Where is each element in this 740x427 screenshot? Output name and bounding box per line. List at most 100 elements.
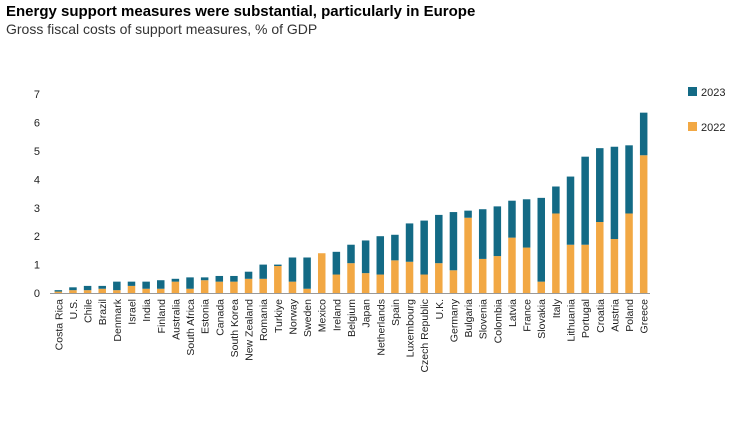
bar-2022-india	[142, 288, 150, 293]
bar-2022-brazil	[98, 288, 106, 293]
bar-2023-bulgaria	[464, 210, 472, 218]
bar-2023-greece	[639, 112, 648, 156]
bar-2023-portugal	[581, 156, 589, 245]
bar-2022-israel	[127, 285, 136, 293]
x-tick-label: Ireland	[331, 299, 343, 331]
bar-2023-romania	[259, 264, 267, 279]
x-tick-label: South Korea	[229, 299, 241, 358]
x-tick-label: Estonia	[200, 299, 212, 334]
x-tick-label: Bulgaria	[463, 299, 475, 338]
bar-2022-norway	[288, 281, 297, 293]
x-tick-label: Czech Republic	[419, 299, 431, 373]
bar-2023-turkiye	[274, 264, 282, 267]
bar-2023-colombia	[493, 206, 502, 257]
x-tick-label: Greece	[639, 299, 651, 334]
bar-2023-u-s-	[69, 287, 77, 291]
x-tick-label: Croatia	[595, 299, 607, 333]
bar-2023-italy	[552, 186, 560, 214]
x-tick-label: Sweden	[302, 299, 314, 337]
bar-2022-bulgaria	[464, 217, 472, 293]
bar-2022-colombia	[493, 256, 502, 293]
bar-2023-netherlands	[376, 236, 385, 275]
chart-title: Energy support measures were substantial…	[6, 3, 476, 20]
x-tick-label: Lithuania	[566, 299, 578, 342]
bar-2023-japan	[361, 240, 370, 274]
bar-2022-spain	[391, 260, 399, 293]
bar-2023-poland	[625, 145, 633, 214]
legend-label-2022: 2022	[701, 122, 725, 134]
bar-2022-turkiye	[274, 266, 282, 293]
bar-2023-germany	[449, 212, 458, 271]
x-tick-label: Denmark	[112, 298, 124, 341]
bar-2022-greece	[639, 155, 648, 293]
bar-2022-sweden	[303, 288, 311, 293]
bar-2022-japan	[361, 273, 370, 293]
bar-2022-finland	[157, 288, 165, 293]
x-tick-label: Chile	[83, 299, 95, 323]
bar-2023-austria	[610, 146, 619, 240]
bar-2022-canada	[215, 281, 224, 293]
bar-2023-south-africa	[186, 277, 194, 289]
bar-2022-latvia	[508, 237, 516, 293]
bar-2023-norway	[288, 257, 297, 282]
bar-2023-estonia	[200, 277, 209, 281]
bar-2023-ireland	[332, 251, 341, 275]
x-tick-label: India	[141, 299, 153, 322]
x-tick-label: Netherlands	[375, 299, 387, 356]
bar-2023-france	[522, 199, 531, 248]
legend: 2023 2022	[688, 87, 725, 134]
bar-2023-costa-rica	[54, 290, 63, 292]
bar-2022-croatia	[596, 222, 604, 293]
y-tick-label: 5	[34, 146, 40, 158]
x-tick-label: Colombia	[492, 299, 504, 344]
bar-2022-u-k-	[435, 263, 443, 293]
y-tick-label: 2	[34, 231, 40, 243]
bar-2022-czech-republic	[420, 274, 428, 293]
legend-swatch-2022	[688, 122, 697, 131]
bar-2023-czech-republic	[420, 220, 428, 275]
bar-2022-new-zealand	[244, 278, 253, 293]
bar-2023-croatia	[596, 148, 604, 222]
x-tick-label: Slovenia	[478, 299, 490, 339]
bar-2023-latvia	[508, 200, 516, 238]
bar-2023-slovenia	[478, 209, 487, 259]
x-tick-label: Mexico	[317, 299, 329, 332]
bar-2022-france	[522, 247, 531, 293]
bar-2022-italy	[552, 213, 560, 293]
bar-2022-romania	[259, 278, 267, 293]
bar-2023-slovakia	[537, 197, 545, 282]
y-tick-label: 0	[34, 288, 40, 300]
x-tick-label: Brazil	[97, 299, 109, 325]
x-axis: Costa Rica U.S. Chile Brazil Denmark Israel In…	[50, 293, 651, 373]
bar-2022-australia	[171, 281, 180, 293]
x-tick-label: Turkiye	[273, 299, 285, 333]
bar-2022-costa-rica	[54, 291, 63, 293]
bar-2022-south-africa	[186, 288, 194, 293]
x-tick-label: U.S.	[68, 299, 80, 319]
bar-2023-canada	[215, 275, 224, 282]
bar-2022-south-korea	[230, 281, 238, 293]
chart-subtitle: Gross fiscal costs of support measures, …	[6, 21, 318, 37]
bar-2022-slovenia	[478, 258, 487, 293]
y-tick-label: 6	[34, 118, 40, 130]
x-tick-label: Israel	[126, 299, 138, 325]
bar-2023-spain	[391, 234, 399, 261]
bar-2023-chile	[83, 285, 92, 291]
y-axis: 0 1 2 3 4 5 6 7	[34, 89, 40, 300]
x-tick-label: Luxembourg	[405, 299, 417, 358]
x-tick-label: Poland	[624, 299, 636, 332]
bar-2023-brazil	[98, 285, 106, 289]
bar-2023-israel	[127, 281, 136, 286]
bar-2022-slovakia	[537, 281, 545, 293]
bar-2022-lithuania	[566, 244, 575, 293]
bars	[54, 112, 648, 293]
bar-2023-australia	[171, 278, 180, 282]
bar-2022-ireland	[332, 274, 341, 293]
bar-2023-sweden	[303, 257, 311, 289]
x-tick-label: Canada	[214, 299, 226, 336]
bar-2023-india	[142, 281, 150, 289]
bar-2023-luxembourg	[405, 223, 414, 262]
legend-label-2023: 2023	[701, 87, 725, 99]
bar-2022-estonia	[200, 280, 209, 293]
bar-2023-new-zealand	[244, 271, 253, 279]
